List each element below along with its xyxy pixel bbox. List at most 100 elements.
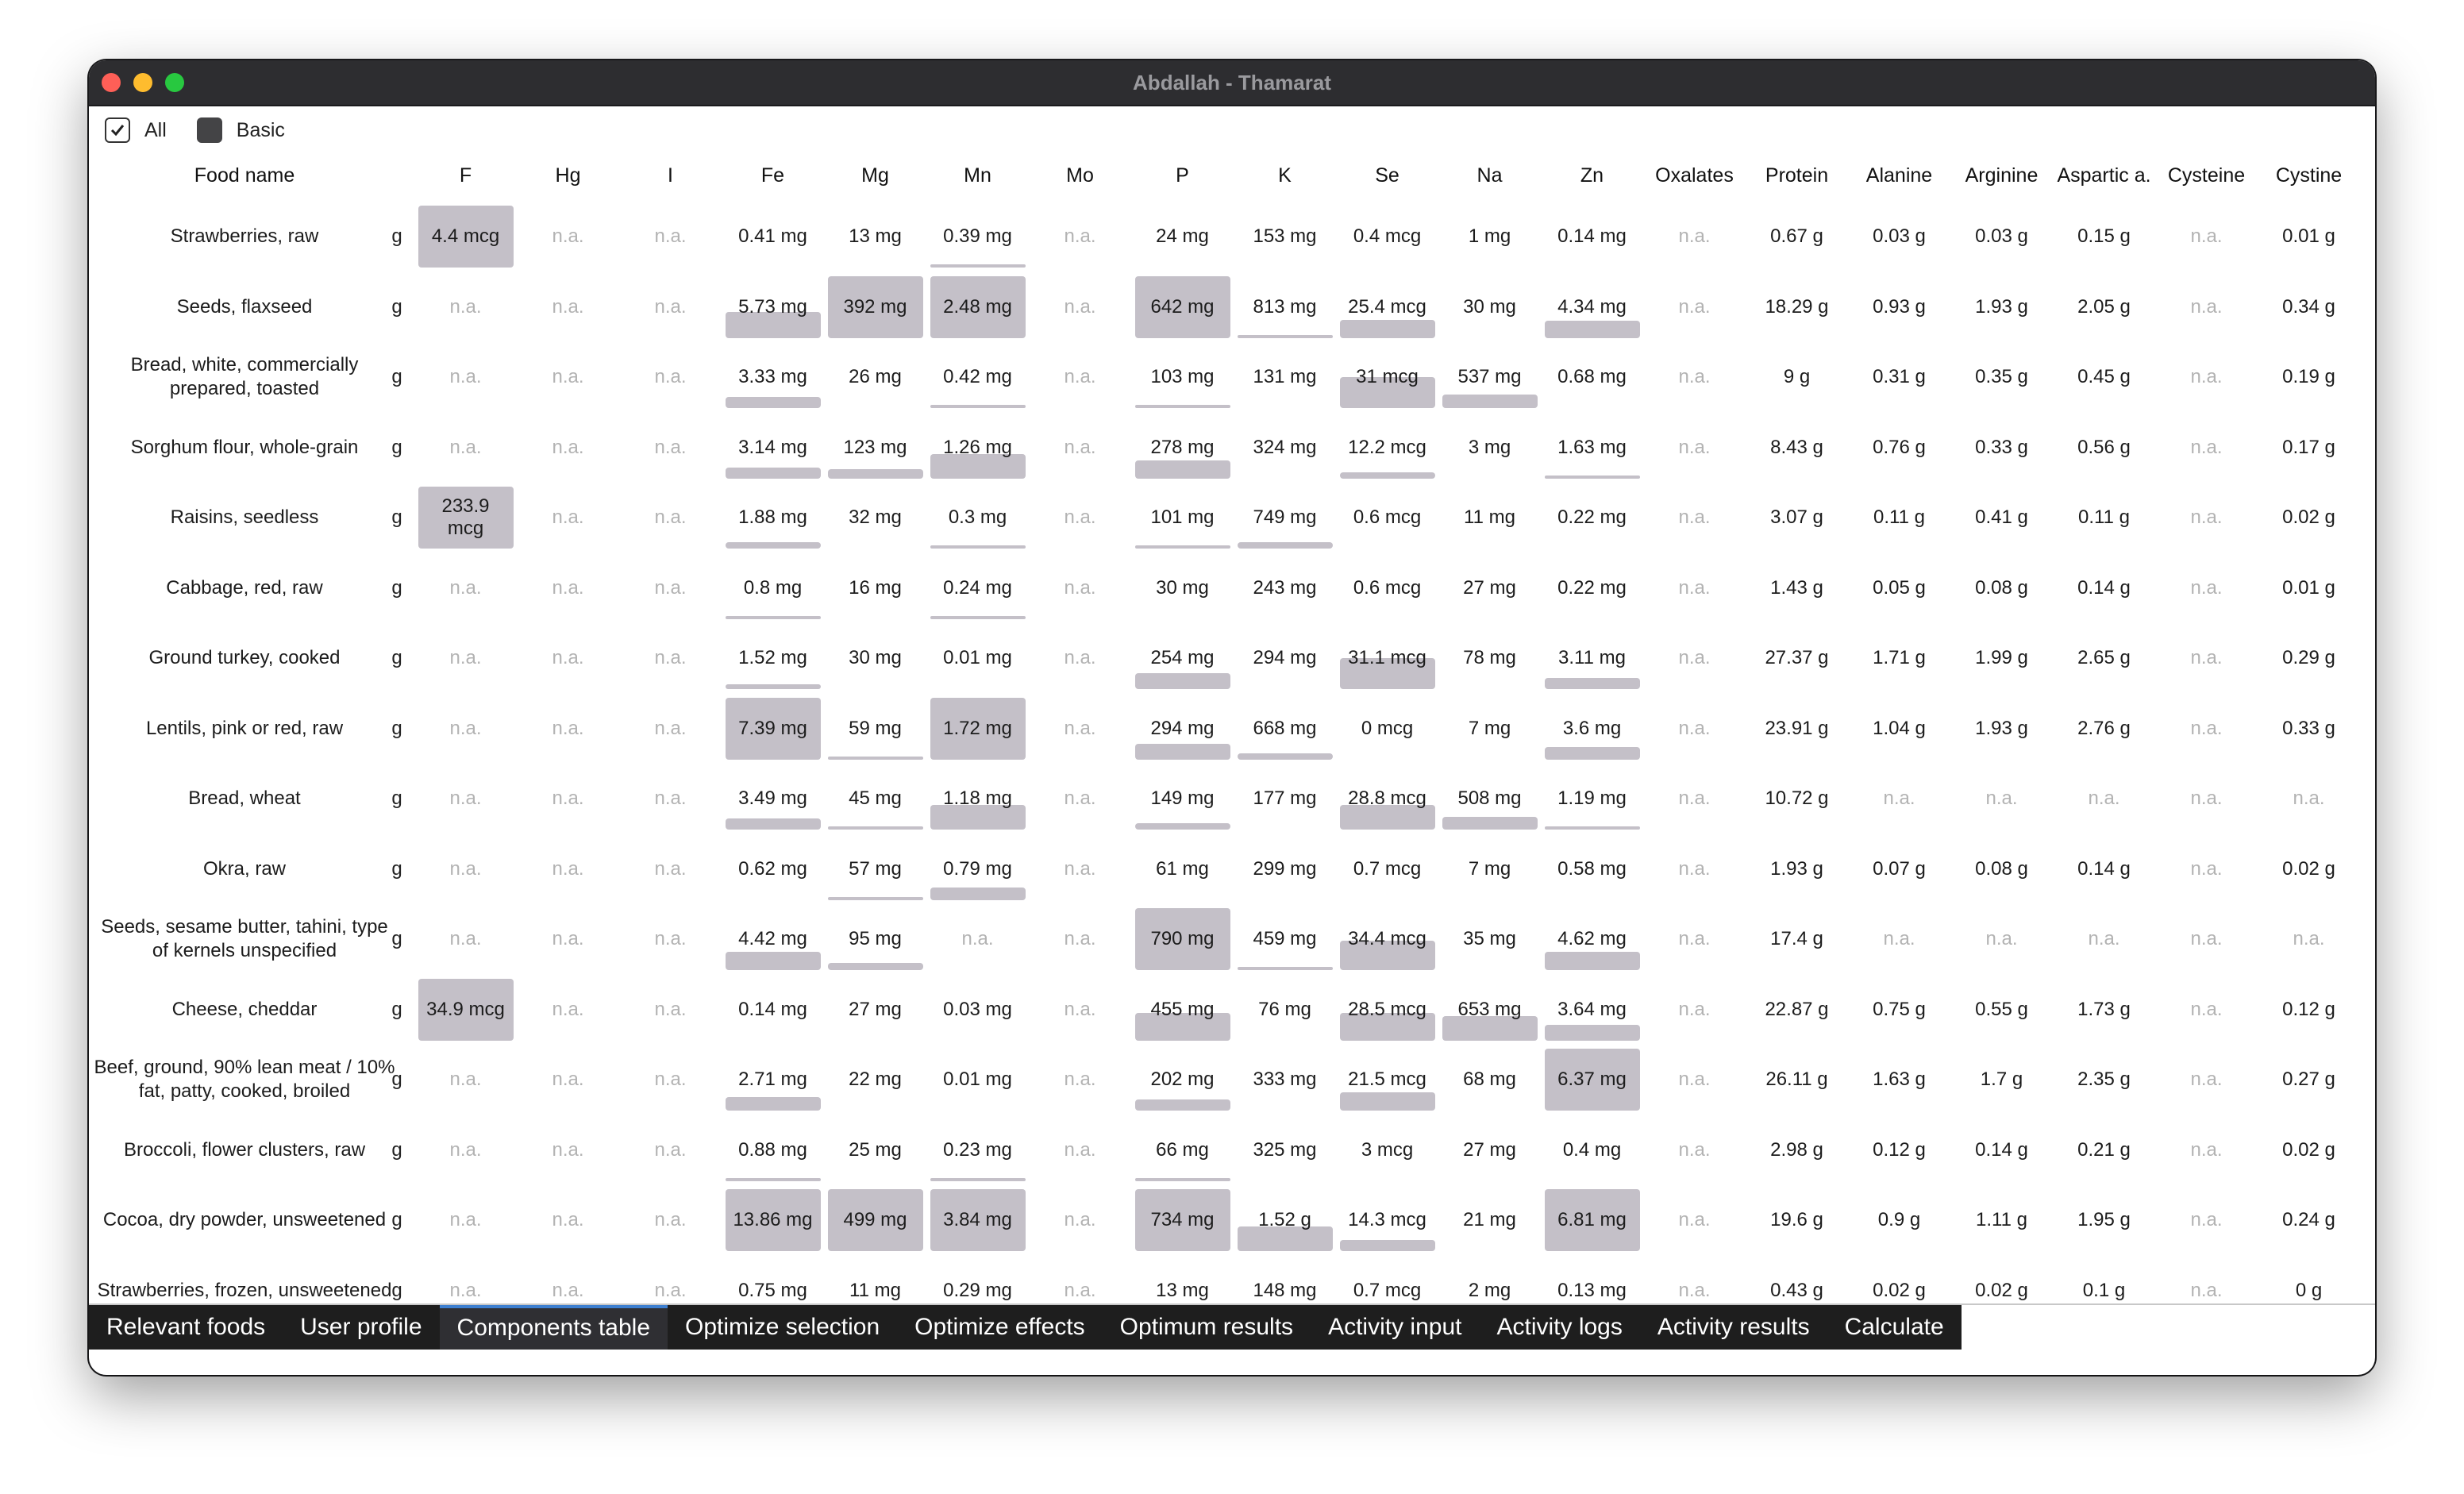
value-cell[interactable]: n.a.	[2190, 506, 2223, 529]
value-cell[interactable]: 0.22 mg	[1557, 576, 1627, 599]
value-cell[interactable]: 0.27 g	[2282, 1069, 2335, 1091]
value-cell[interactable]: 3.6 mg	[1562, 717, 1622, 739]
value-cell[interactable]: 0.7 mcg	[1353, 857, 1422, 880]
value-cell[interactable]: n.a.	[552, 366, 584, 388]
value-cell[interactable]: 0.12 g	[2282, 998, 2335, 1020]
value-cell[interactable]: n.a.	[552, 576, 584, 599]
value-cell[interactable]: n.a.	[1064, 576, 1096, 599]
value-cell[interactable]: 1.26 mg	[943, 436, 1012, 458]
value-cell[interactable]: 0.43 g	[1770, 1279, 1823, 1301]
value-cell[interactable]: n.a.	[654, 998, 687, 1020]
value-cell[interactable]: n.a.	[654, 506, 687, 529]
checkbox-basic[interactable]	[196, 117, 222, 143]
value-cell[interactable]: 0.34 g	[2282, 295, 2335, 318]
column-header[interactable]: P	[1176, 164, 1189, 187]
value-cell[interactable]: 22.87 g	[1765, 998, 1829, 1020]
value-cell[interactable]: 0.02 g	[2282, 1138, 2335, 1161]
value-cell[interactable]: n.a.	[654, 1069, 687, 1091]
column-header[interactable]: Se	[1375, 164, 1399, 187]
value-cell[interactable]: 0.11 g	[1873, 506, 1925, 529]
food-name-cell[interactable]: Sorghum flour, whole-grain	[130, 436, 359, 458]
value-cell[interactable]: n.a.	[654, 647, 687, 669]
value-cell[interactable]: 0.01 mg	[943, 647, 1012, 669]
value-cell[interactable]: 0.42 mg	[943, 366, 1012, 388]
value-cell[interactable]: 12.2 mcg	[1348, 436, 1426, 458]
close-window-button[interactable]	[102, 73, 121, 92]
value-cell[interactable]: n.a.	[654, 295, 687, 318]
value-cell[interactable]: 0.68 mg	[1557, 366, 1627, 388]
value-cell[interactable]: 32 mg	[849, 506, 902, 529]
value-cell[interactable]: 0.3 mg	[948, 506, 1007, 529]
value-cell[interactable]: n.a.	[1064, 998, 1096, 1020]
value-cell[interactable]: 24 mg	[1156, 225, 1209, 248]
value-cell[interactable]: 1.52 g	[1258, 1209, 1311, 1231]
value-cell[interactable]: 324 mg	[1253, 436, 1317, 458]
value-cell[interactable]: 243 mg	[1253, 576, 1317, 599]
column-header[interactable]: Cysteine	[2167, 164, 2246, 187]
column-header[interactable]: Gl	[2360, 149, 2375, 202]
value-cell[interactable]: 1.63 mg	[1557, 436, 1627, 458]
value-cell[interactable]: 1.95 g	[2077, 1209, 2131, 1231]
value-cell[interactable]: 5.73 mg	[738, 295, 807, 318]
tab-optimum-results[interactable]: Optimum results	[1119, 1314, 1294, 1340]
value-cell[interactable]: 202 mg	[1150, 1069, 1215, 1091]
value-cell[interactable]: 27 mg	[849, 998, 902, 1020]
value-cell[interactable]: 1 mg	[1468, 225, 1511, 248]
value-cell[interactable]: n.a.	[1678, 1138, 1711, 1161]
value-cell[interactable]: 0.56 g	[2077, 436, 2131, 458]
value-cell[interactable]: 0.03 g	[1873, 225, 1926, 248]
value-cell[interactable]: 4.62 mg	[1557, 928, 1627, 950]
value-cell[interactable]: n.a.	[449, 576, 482, 599]
column-header[interactable]: Mg	[861, 164, 889, 187]
value-cell[interactable]: 1.52 mg	[738, 647, 807, 669]
value-cell[interactable]: 34.4 mcg	[1348, 928, 1426, 950]
value-cell[interactable]: n.a.	[552, 1279, 584, 1301]
value-cell[interactable]: n.a.	[654, 857, 687, 880]
value-cell[interactable]: n.a.	[1678, 928, 1711, 950]
value-cell[interactable]: 0.45 g	[2077, 366, 2131, 388]
column-header[interactable]: Mo	[1066, 164, 1094, 187]
value-cell[interactable]: 0.35 g	[1975, 366, 2028, 388]
value-cell[interactable]: 1.63 g	[1873, 1069, 1926, 1091]
value-cell[interactable]: 27.37 g	[1765, 647, 1829, 669]
value-cell[interactable]: n.a.	[2190, 1279, 2223, 1301]
value-cell[interactable]: 455 mg	[1150, 998, 1215, 1020]
value-cell[interactable]: 28.5 mcg	[1348, 998, 1426, 1020]
value-cell[interactable]: 0.62 mg	[738, 857, 807, 880]
value-cell[interactable]: 0.23 mg	[943, 1138, 1012, 1161]
value-cell[interactable]: 499 mg	[843, 1209, 907, 1231]
value-cell[interactable]: n.a.	[2190, 857, 2223, 880]
value-cell[interactable]: n.a.	[1678, 1209, 1711, 1231]
value-cell[interactable]: 1.99 g	[1975, 647, 2028, 669]
value-cell[interactable]: 790 mg	[1150, 928, 1215, 950]
value-cell[interactable]: 459 mg	[1253, 928, 1317, 950]
value-cell[interactable]: 11 mg	[849, 1279, 901, 1301]
value-cell[interactable]: 0.6 mcg	[1353, 576, 1422, 599]
value-cell[interactable]: 0.4 mcg	[1353, 225, 1422, 248]
value-cell[interactable]: 0.24 mg	[943, 576, 1012, 599]
value-cell[interactable]: 0.8 mg	[743, 576, 803, 599]
value-cell[interactable]: 0.12 g	[1873, 1138, 1926, 1161]
value-cell[interactable]: 0.76 g	[1873, 436, 1926, 458]
value-cell[interactable]: 0.39 mg	[943, 225, 1012, 248]
value-cell[interactable]: n.a.	[1678, 1279, 1711, 1301]
value-cell[interactable]: 31 mcg	[1356, 366, 1419, 388]
value-cell[interactable]: n.a.	[1678, 1069, 1711, 1091]
value-cell[interactable]: 45 mg	[849, 787, 902, 810]
value-cell[interactable]: 103 mg	[1150, 366, 1215, 388]
column-header[interactable]: Na	[1476, 164, 1503, 187]
value-cell[interactable]: n.a.	[1064, 1209, 1096, 1231]
value-cell[interactable]: 30 mg	[1463, 295, 1516, 318]
value-cell[interactable]: n.a.	[552, 1138, 584, 1161]
value-cell[interactable]: 95 mg	[849, 928, 902, 950]
value-cell[interactable]: n.a.	[552, 998, 584, 1020]
value-cell[interactable]: 6.37 mg	[1557, 1069, 1627, 1091]
value-cell[interactable]: n.a.	[1064, 436, 1096, 458]
value-cell[interactable]: 3 mcg	[1361, 1138, 1414, 1161]
value-cell[interactable]: 0.14 mg	[738, 998, 807, 1020]
value-cell[interactable]: 2.65 g	[2077, 647, 2131, 669]
column-header[interactable]: Hg	[555, 164, 581, 187]
value-cell[interactable]: n.a.	[1064, 717, 1096, 739]
value-cell[interactable]: n.a.	[2190, 436, 2223, 458]
value-cell[interactable]: 2.71 mg	[738, 1069, 807, 1091]
